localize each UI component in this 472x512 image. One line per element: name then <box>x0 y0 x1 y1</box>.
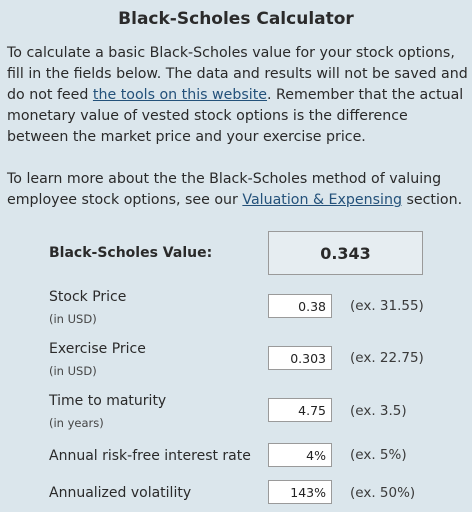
exercise-price-input[interactable] <box>268 346 332 370</box>
exercise-price-unit: (in USD) <box>49 364 97 378</box>
valuation-expensing-link[interactable]: Valuation & Expensing <box>242 192 402 208</box>
intro-text-1: To calculate a basic Black-Scholes value… <box>7 45 468 103</box>
learn-more-paragraph: To learn more about the the Black-Schole… <box>7 169 469 211</box>
exercise-price-example: (ex. 22.75) <box>350 350 424 366</box>
intro-text-2: . Remember that the actual monetary valu… <box>7 87 464 145</box>
stock-price-input[interactable] <box>268 294 332 318</box>
learn-more-text-2: section. <box>401 192 463 208</box>
risk-free-rate-example: (ex. 5%) <box>350 447 407 463</box>
intro-paragraph: To calculate a basic Black-Scholes value… <box>7 43 469 148</box>
page-title: Black-Scholes Calculator <box>118 9 354 29</box>
volatility-input[interactable] <box>268 480 332 504</box>
learn-more-text-1: To learn more about the the Black-Schole… <box>7 171 442 208</box>
exercise-price-label: Exercise Price <box>49 341 146 357</box>
maturity-input[interactable] <box>268 398 332 422</box>
black-scholes-value-output: 0.343 <box>268 231 423 275</box>
volatility-example: (ex. 50%) <box>350 485 416 501</box>
maturity-unit: (in years) <box>49 416 104 430</box>
tools-link[interactable]: the tools on this website <box>92 87 268 103</box>
volatility-label: Annualized volatility <box>49 485 192 501</box>
stock-price-example: (ex. 31.55) <box>350 298 424 314</box>
maturity-example: (ex. 3.5) <box>350 403 407 419</box>
risk-free-rate-label: Annual risk-free interest rate <box>49 448 251 464</box>
stock-price-label: Stock Price <box>49 289 127 305</box>
risk-free-rate-input[interactable] <box>268 443 332 467</box>
maturity-label: Time to maturity <box>49 393 167 409</box>
black-scholes-value-label: Black-Scholes Value: <box>49 245 213 261</box>
stock-price-unit: (in USD) <box>49 312 97 326</box>
